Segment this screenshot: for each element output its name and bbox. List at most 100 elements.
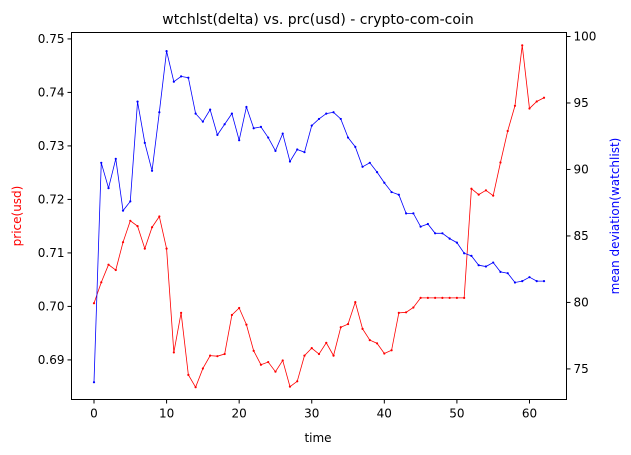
data-point-left <box>136 225 139 228</box>
data-point-left <box>354 301 357 304</box>
data-point-left <box>405 311 408 314</box>
data-point-right <box>107 186 110 190</box>
x-tick-label: 0 <box>90 407 98 421</box>
data-point-right <box>521 280 524 283</box>
data-point-right <box>274 149 277 152</box>
data-point-left <box>310 347 313 350</box>
data-point-left <box>361 327 364 330</box>
data-point-left <box>158 215 161 218</box>
data-point-left <box>317 352 321 356</box>
data-point-right <box>542 280 546 283</box>
data-point-left <box>223 352 226 356</box>
data-point-right <box>528 276 531 279</box>
data-point-left <box>107 263 110 266</box>
data-point-left <box>542 96 546 99</box>
data-point-right <box>513 281 517 284</box>
data-point-left <box>121 241 125 244</box>
data-point-left <box>339 326 342 329</box>
y-left-tick-label: 0.73 <box>38 139 65 153</box>
data-point-left <box>521 44 524 47</box>
data-point-left <box>434 296 437 299</box>
data-point-left <box>281 359 284 362</box>
y-left-tick-label: 0.74 <box>38 85 65 99</box>
y-right-tick-label: 75 <box>574 362 589 376</box>
data-point-right <box>368 161 371 164</box>
data-point-right <box>288 160 292 163</box>
data-point-right <box>165 50 168 53</box>
data-point-right <box>448 237 451 240</box>
data-point-right <box>405 212 408 215</box>
data-point-left <box>230 313 233 317</box>
x-tick-label: 20 <box>232 407 247 421</box>
y-left-tick-label: 0.75 <box>38 32 65 46</box>
data-point-left <box>528 107 531 110</box>
data-point-right <box>506 272 509 275</box>
data-point-left <box>129 219 132 222</box>
data-point-right <box>470 254 473 257</box>
data-point-left <box>267 360 270 364</box>
data-point-right <box>310 124 313 127</box>
data-point-left <box>535 100 538 103</box>
data-point-left <box>419 296 422 299</box>
data-point-right <box>412 212 415 215</box>
data-point-left <box>259 363 263 366</box>
data-point-right <box>332 111 335 114</box>
data-point-right <box>150 169 154 172</box>
x-tick-label: 60 <box>522 407 537 421</box>
data-point-left <box>426 296 429 299</box>
y-right-tick-label: 80 <box>574 295 589 309</box>
y-left-tick-label: 0.71 <box>38 246 65 260</box>
data-point-right <box>180 75 183 78</box>
data-point-left <box>390 349 393 352</box>
data-point-left <box>165 247 168 250</box>
y-right-tick-label: 95 <box>574 96 589 110</box>
data-point-left <box>216 355 219 358</box>
data-point-left <box>477 193 480 196</box>
data-point-left <box>150 226 154 229</box>
data-point-right <box>361 165 364 168</box>
data-point-right <box>267 136 270 139</box>
y-right-tick-label: 90 <box>574 162 589 176</box>
data-point-left <box>201 367 204 370</box>
data-point-left <box>506 129 509 133</box>
data-point-right <box>216 133 219 136</box>
y-right-tick-label: 85 <box>574 229 589 243</box>
data-point-right <box>158 111 161 114</box>
y-axis-label-right: mean deviation(watchlist) <box>608 138 622 295</box>
data-point-right <box>535 280 538 283</box>
data-point-right <box>136 100 139 103</box>
data-point-left <box>412 306 415 309</box>
data-point-left <box>346 322 350 326</box>
y-axis-label-left: price(usd) <box>10 186 24 247</box>
data-point-left <box>245 323 248 326</box>
data-point-right <box>375 171 379 174</box>
x-tick-label: 30 <box>304 407 319 421</box>
data-point-left <box>296 380 299 383</box>
data-point-right <box>434 232 437 235</box>
y-left-tick-label: 0.69 <box>38 353 65 367</box>
data-point-left <box>513 104 517 107</box>
data-point-right <box>129 200 132 203</box>
data-point-left <box>114 268 117 272</box>
data-point-left <box>238 306 241 310</box>
data-point-right <box>419 225 422 228</box>
data-point-right <box>492 261 495 264</box>
data-point-left <box>209 354 212 357</box>
data-point-right <box>463 252 466 255</box>
data-point-left <box>397 311 400 314</box>
data-point-left <box>455 296 458 299</box>
data-point-left <box>172 351 175 354</box>
data-point-left <box>143 247 146 250</box>
data-point-right <box>346 136 350 139</box>
data-point-left <box>470 187 473 190</box>
data-point-left <box>492 194 495 197</box>
data-point-left <box>441 296 444 299</box>
data-point-left <box>187 373 190 376</box>
data-point-right <box>92 381 96 384</box>
data-point-right <box>383 181 386 184</box>
data-point-left <box>180 311 183 314</box>
data-point-right <box>259 125 263 129</box>
data-point-right <box>325 112 328 115</box>
data-point-left <box>194 386 197 389</box>
data-point-left <box>463 296 466 299</box>
